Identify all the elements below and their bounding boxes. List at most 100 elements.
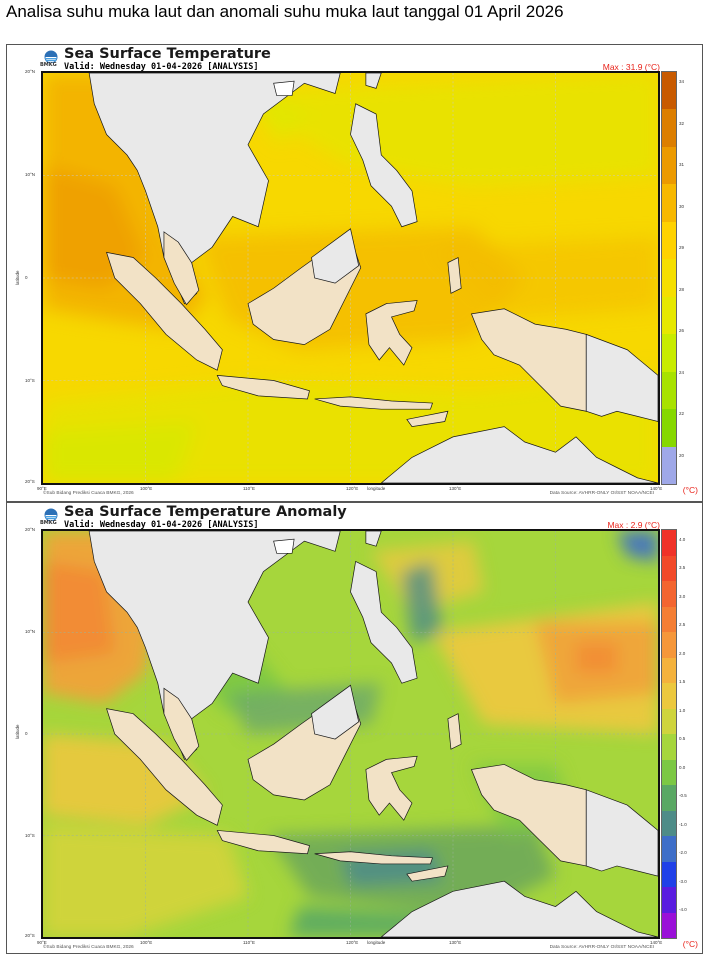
lon-tick: 110°E <box>243 940 255 945</box>
sst-map <box>41 71 660 485</box>
colorbar-tick: 28 <box>679 286 685 292</box>
bmkg-logo <box>44 508 58 521</box>
lat-tick: 0 <box>25 731 28 736</box>
cool-anomaly <box>617 531 658 562</box>
taiwan <box>365 531 382 547</box>
colorbar <box>661 529 677 939</box>
lat-tick: 10°S <box>25 833 35 838</box>
papua-indonesia <box>470 764 587 867</box>
lon-tick: 120°E <box>346 486 359 491</box>
colorbar-swatch <box>662 296 676 335</box>
nusa-tenggara <box>314 851 433 865</box>
colorbar-swatch <box>662 371 676 410</box>
anomaly-map <box>41 529 660 939</box>
colorbar-swatch <box>662 555 676 581</box>
panel-title: Sea Surface Temperature Anomaly <box>64 504 347 520</box>
colorbar-tick: 34 <box>679 79 685 84</box>
lat-tick: 20°S <box>25 933 35 938</box>
colorbar-swatch <box>662 581 676 607</box>
colorbar-tick: -3.0 <box>679 878 687 884</box>
lat-tick: 20°N <box>25 69 36 74</box>
lon-tick: 140°E <box>650 486 663 491</box>
sabah-sarawak <box>311 684 360 740</box>
unit-label: (°C) <box>682 485 698 495</box>
max-value: Max : 31.9 (°C) <box>602 62 660 72</box>
java <box>216 830 310 855</box>
colorbar-swatch <box>662 606 676 632</box>
lat-tick: 10°N <box>25 172 36 177</box>
timor <box>406 865 449 882</box>
malay-peninsula <box>163 687 200 762</box>
taiwan <box>365 73 382 89</box>
sulawesi <box>365 300 418 366</box>
page-heading: Analisa suhu muka laut dan anomali suhu … <box>6 2 564 21</box>
lon-tick: 140°E <box>650 940 663 945</box>
colorbar-swatch <box>662 759 676 785</box>
colorbar-tick: 29 <box>679 245 685 251</box>
colorbar-tick: 3.5 <box>679 565 686 571</box>
data-source: Data Source: AVHRR-ONLY OI/SST NOAA/NCEI <box>549 491 654 496</box>
colorbar-swatch <box>662 632 676 658</box>
colorbar-swatch <box>662 861 676 887</box>
lon-tick: 90°E <box>37 486 47 491</box>
cool-zone <box>227 73 658 186</box>
colorbar-tick: 0.0 <box>679 764 686 770</box>
colorbar-tick: 30 <box>679 203 685 209</box>
cool-anomaly <box>401 561 443 643</box>
papua-new-guinea <box>585 333 658 422</box>
colorbar-tick: -4.0 <box>679 907 687 912</box>
x-axis-label: longitude <box>367 940 386 945</box>
y-axis-label: latitude <box>15 270 20 285</box>
malay-peninsula <box>163 231 200 306</box>
colorbar-swatch <box>662 259 676 297</box>
colorbar-tick: 32 <box>679 120 685 126</box>
papua-new-guinea <box>585 789 658 877</box>
colorbar-swatch <box>662 530 676 556</box>
colorbar-tick: -2.0 <box>679 850 687 856</box>
cool-zone <box>43 421 197 483</box>
hainan <box>273 80 295 96</box>
colorbar-tick: 24 <box>679 369 685 375</box>
warm-anomaly <box>576 642 617 674</box>
colorbar-swatch <box>662 409 676 447</box>
colorbar-swatch <box>662 887 676 913</box>
lat-tick: 10°N <box>25 629 36 634</box>
colorbar-tick: 22 <box>679 411 685 417</box>
colorbar-swatch <box>662 109 676 147</box>
colorbar-swatch <box>662 184 676 222</box>
sst-panel: BMKG Sea Surface Temperature Valid: Wedn… <box>6 44 703 502</box>
max-value: Max : 2.9 (°C) <box>607 520 660 530</box>
logo-text: BMKG <box>40 520 57 526</box>
colorbar-swatch <box>662 446 676 484</box>
lon-tick: 90°E <box>37 940 47 945</box>
colorbar-tick: 2.0 <box>679 650 686 656</box>
halmahera <box>447 256 462 294</box>
sulawesi <box>365 755 418 821</box>
x-axis-label: longitude <box>367 486 386 491</box>
colorbar-swatch <box>662 836 676 862</box>
colorbar-tick: 31 <box>679 162 685 168</box>
lon-tick: 130°E <box>449 486 462 491</box>
lat-tick: 20°S <box>25 479 35 484</box>
colorbar-swatch <box>662 785 676 811</box>
colorbar-swatch <box>662 912 676 938</box>
java <box>216 374 310 400</box>
colorbar-swatch <box>662 734 676 760</box>
valid-date: Valid: Wednesday 01-04-2026 [ANALYSIS] <box>64 62 259 72</box>
colorbar-tick: 3.0 <box>679 593 686 599</box>
anomaly-panel: BMKG Sea Surface Temperature Anomaly Val… <box>6 502 703 954</box>
colorbar-swatch <box>662 708 676 734</box>
colorbar-swatch <box>662 683 676 709</box>
lon-tick: 110°E <box>243 486 255 491</box>
colorbar-swatch <box>662 221 676 260</box>
colorbar-tick: 0.5 <box>679 736 686 742</box>
colorbar-swatch <box>662 810 676 836</box>
colorbar-swatch <box>662 146 676 185</box>
colorbar-tick: 1.0 <box>679 707 686 713</box>
timor <box>406 410 449 428</box>
credit-text: ©Sub Bidang Prediksi Cuaca BMKG, 2026 <box>43 491 134 496</box>
colorbar <box>661 71 677 485</box>
colorbar-tick: 26 <box>679 328 685 334</box>
papua-indonesia <box>470 308 587 412</box>
colorbar-swatch <box>662 334 676 372</box>
